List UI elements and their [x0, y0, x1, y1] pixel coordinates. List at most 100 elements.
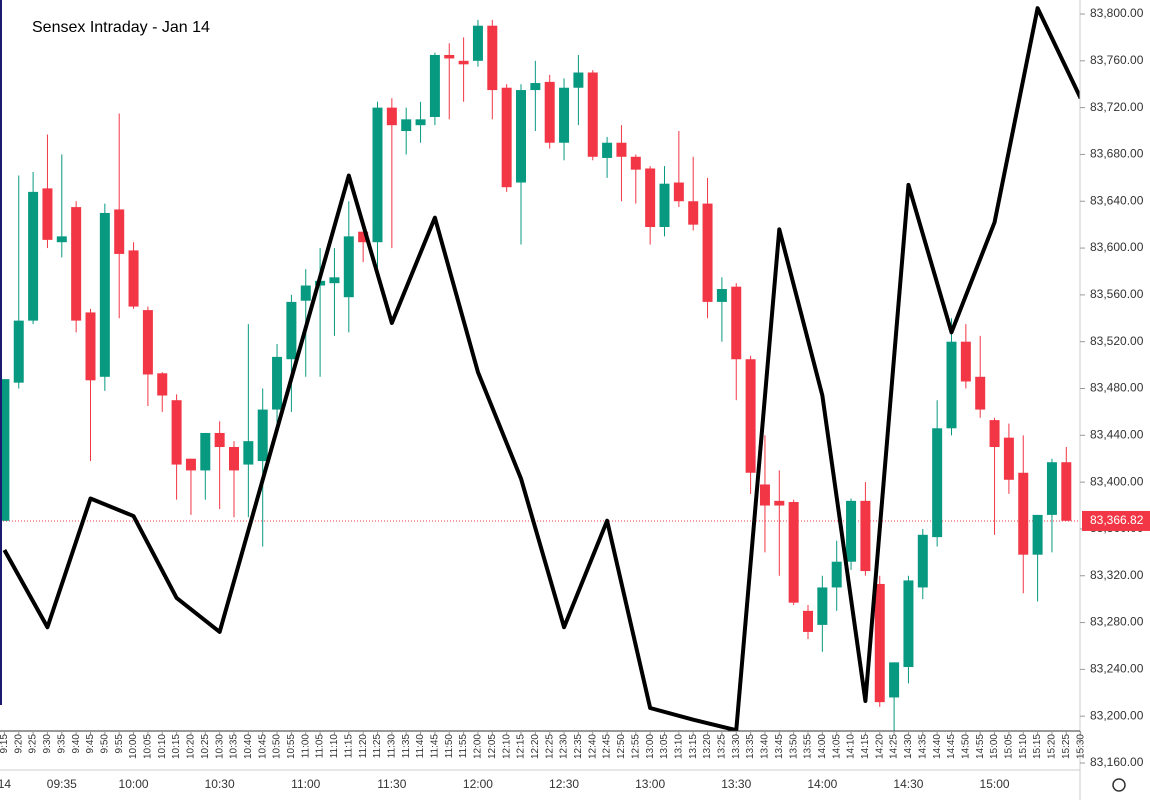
y-tick-label: 83,280.00: [1090, 615, 1144, 629]
x-tick-label: 11:55: [458, 734, 469, 759]
candle-body: [1061, 462, 1072, 521]
candle-body: [975, 376, 986, 410]
x-tick-label: 12:45: [602, 734, 613, 759]
x-tick-label: 9:55: [114, 734, 125, 754]
x-tick-label: 10:40: [243, 734, 254, 759]
candle-body: [559, 87, 570, 143]
candle-body: [903, 580, 914, 668]
y-tick-label: 83,680.00: [1090, 147, 1144, 161]
x-tick-label: 10:00: [128, 734, 139, 759]
candle-body: [530, 83, 541, 91]
candle-body: [688, 201, 699, 225]
y-tick-label: 83,720.00: [1090, 100, 1144, 114]
settings-icon[interactable]: [1112, 778, 1126, 792]
candle-body: [1003, 437, 1014, 480]
x-tick-label: 9:45: [85, 734, 96, 754]
x-tick-label: 9:15: [0, 734, 10, 754]
x-tick-label: 13:50: [788, 734, 799, 759]
candle-body: [415, 119, 426, 126]
y-tick-label: 83,800.00: [1090, 6, 1144, 20]
x-tick-label: 13:40: [760, 734, 771, 759]
y-tick-label: 83,400.00: [1090, 474, 1144, 488]
x-tick-label: 14:05: [831, 734, 842, 759]
major-tick-label: 12:30: [549, 777, 579, 791]
candle-body: [85, 312, 96, 381]
x-tick-label: 11:20: [358, 734, 369, 759]
candle-body: [759, 484, 770, 506]
x-tick-label: 14:10: [846, 734, 857, 759]
x-tick-label: 10:15: [171, 734, 182, 759]
candle-body: [1046, 462, 1057, 515]
x-tick-label: 10:30: [214, 734, 225, 759]
y-tick-label: 83,160.00: [1090, 755, 1144, 769]
candle-body: [272, 356, 283, 410]
chart-title: Sensex Intraday - Jan 14: [32, 19, 210, 36]
candle-body: [874, 583, 885, 703]
x-tick-label: 10:20: [186, 734, 197, 759]
x-tick-label: 13:20: [702, 734, 713, 759]
x-tick-label: 12:50: [616, 734, 627, 759]
x-tick-label: 11:35: [401, 734, 412, 759]
x-tick-label: 14:15: [860, 734, 871, 759]
x-tick-label: 12:10: [501, 734, 512, 759]
candle-body: [229, 447, 239, 471]
major-tick-label: 10:00: [119, 777, 149, 791]
x-tick-label: 12:20: [530, 734, 541, 759]
candle-body: [0, 379, 10, 521]
candle-body: [429, 54, 440, 117]
x-tick-label: 11:30: [386, 734, 397, 759]
x-tick-label: 13:15: [688, 734, 699, 759]
candle-body: [243, 441, 254, 465]
x-tick-label: 11:45: [430, 734, 441, 759]
x-tick-label: 11:25: [372, 734, 383, 759]
last-price-badge: [1082, 510, 1150, 531]
candle-body: [702, 203, 713, 302]
candle-body: [401, 119, 412, 132]
y-tick-label: 83,440.00: [1090, 427, 1144, 441]
candle-body: [831, 561, 842, 588]
major-tick-label: 14: [0, 777, 11, 791]
candle-body: [300, 285, 311, 301]
candle-body: [573, 72, 584, 88]
candle-body: [774, 500, 785, 506]
x-tick-label: 14:30: [903, 734, 914, 759]
candle-body: [889, 662, 900, 698]
x-tick-label: 15:10: [1018, 734, 1029, 759]
x-tick-label: 15:25: [1061, 734, 1072, 759]
candle-body: [128, 250, 139, 307]
candle-body: [917, 534, 928, 588]
candle-body: [286, 301, 297, 360]
candle-body: [56, 236, 67, 243]
y-tick-label: 83,760.00: [1090, 53, 1144, 67]
x-tick-label: 11:00: [300, 734, 311, 759]
candle-body: [329, 277, 340, 284]
x-tick-label: 14:45: [946, 734, 957, 759]
y-tick-label: 83,640.00: [1090, 193, 1144, 207]
candle-body: [860, 500, 871, 572]
candle-body: [544, 81, 555, 143]
x-tick-label: 12:15: [516, 734, 527, 759]
candle-body: [114, 209, 125, 254]
x-tick-label: 13:05: [659, 734, 670, 759]
candle-body: [803, 610, 813, 632]
candle-body: [472, 25, 483, 61]
x-tick-label: 10:35: [229, 734, 240, 759]
last-price-label: 83,366.82: [1090, 513, 1144, 527]
candle-body: [616, 142, 627, 157]
candle-body: [142, 310, 153, 375]
x-tick-label: 14:20: [874, 734, 885, 759]
candle-body: [42, 188, 53, 240]
candle-body: [716, 289, 727, 302]
y-tick-label: 83,560.00: [1090, 287, 1144, 301]
x-tick-label: 10:10: [157, 734, 168, 759]
candle-body: [817, 587, 828, 625]
candle-body: [386, 107, 397, 126]
y-tick-label: 83,200.00: [1090, 708, 1144, 722]
x-tick-label: 14:00: [817, 734, 828, 759]
x-tick-label: 14:50: [960, 734, 971, 759]
x-tick-label: 12:55: [630, 734, 641, 759]
x-tick-label: 12:30: [559, 734, 570, 759]
overlay-line: [2, 6, 1080, 731]
